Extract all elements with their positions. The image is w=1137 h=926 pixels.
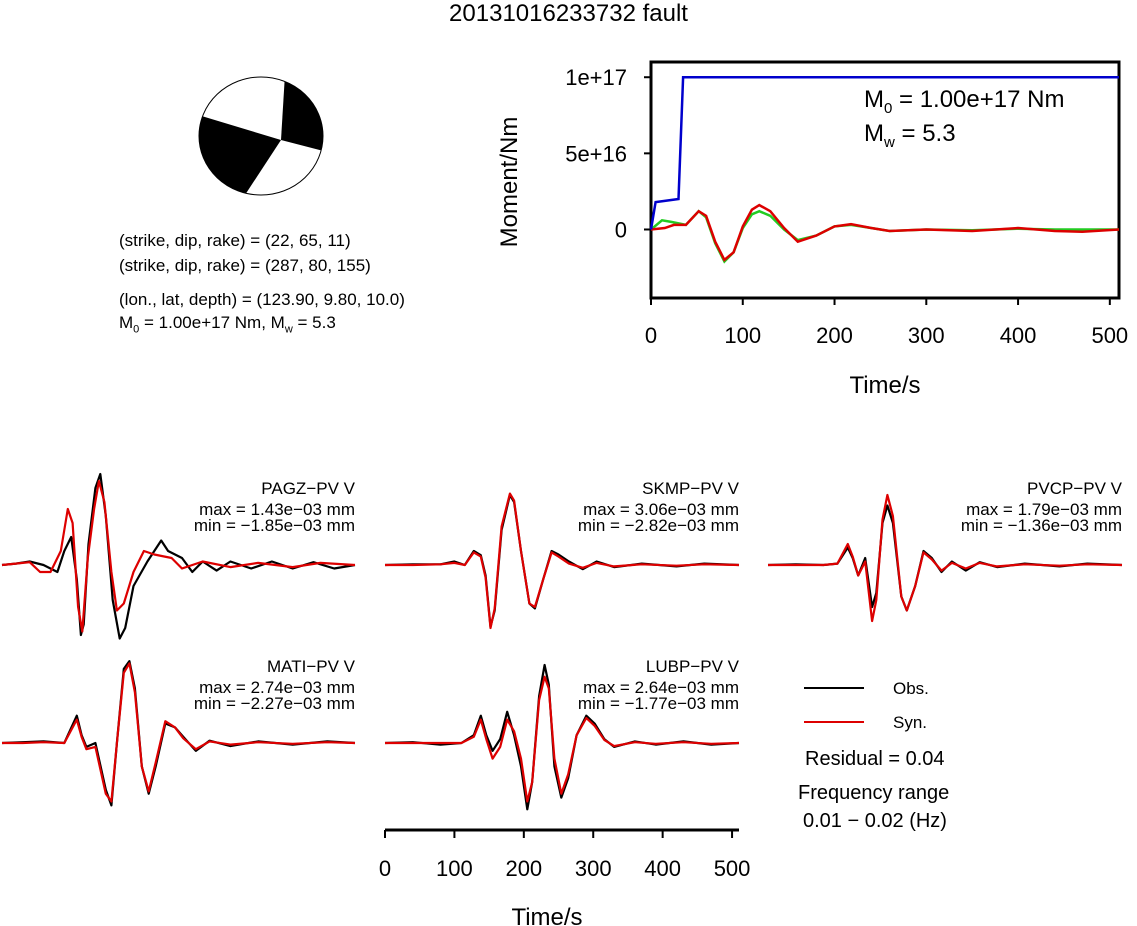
focal-mechanism-beachball	[198, 76, 324, 196]
moment-annotation: M0 = 1.00e+17 Nm	[864, 86, 1065, 117]
legend-lines	[804, 687, 864, 723]
station-waveform	[384, 492, 740, 630]
moment-y-tick-label: 0	[615, 217, 627, 242]
synthetic-trace	[385, 492, 740, 630]
synthetic-trace	[2, 662, 356, 803]
moment-series-cumulative	[649, 75, 1119, 230]
waveform-x-tick-label: 200	[505, 856, 542, 881]
synthetic-trace	[385, 675, 740, 803]
nodal-plane-2: (strike, dip, rake) = (287, 80, 155)	[119, 256, 371, 275]
frequency-label: Frequency range	[798, 782, 950, 804]
legend-obs-label: Obs.	[893, 679, 929, 698]
waveform-x-tick-label: 100	[436, 856, 473, 881]
station-min: min = −2.82e−03 mm	[578, 516, 739, 535]
moment-series-rate_a	[650, 203, 1120, 262]
station-name: PVCP−PV V	[1027, 479, 1123, 498]
station-max: max = 1.43e−03 mm	[199, 500, 355, 519]
frequency-value: 0.01 − 0.02 (Hz)	[803, 810, 947, 832]
station-max: max = 3.06e−03 mm	[583, 500, 739, 519]
moment-y-tick-label: 1e+17	[565, 65, 627, 90]
residual-text: Residual = 0.04	[805, 748, 945, 770]
station-name: LUBP−PV V	[646, 657, 740, 676]
moment-x-tick-label: 100	[724, 323, 761, 348]
location-depth: (lon., lat, depth) = (123.90, 9.80, 10.0…	[119, 290, 405, 309]
moment-function-chart: 0 100 200 300 400 500 0 5e+16 1e+17 Time/s Moment/…	[496, 60, 1128, 399]
station-min: min = −1.77e−03 mm	[578, 694, 739, 713]
moment-x-axis-label: Time/s	[849, 372, 920, 399]
station-waveform	[767, 493, 1123, 623]
waveform-x-tick-label: 400	[644, 856, 681, 881]
waveform-x-tick-label: 0	[379, 856, 391, 881]
station-name: SKMP−PV V	[642, 479, 740, 498]
moment-x-tick-label: 0	[645, 323, 657, 348]
waveform-x-tick-label: 300	[575, 856, 612, 881]
moment-x-tick-label: 400	[1000, 323, 1037, 348]
station-waveform	[1, 472, 356, 640]
moment-x-tick-label: 300	[908, 323, 945, 348]
station-max: max = 1.79e−03 mm	[966, 500, 1122, 519]
waveform-x-tick-label: 500	[714, 856, 751, 881]
moment-magnitude-line: M0 = 1.00e+17 Nm, Mw = 5.3	[119, 313, 336, 336]
moment-plot-frame	[649, 60, 1121, 300]
station-waveform	[384, 663, 740, 811]
legend-syn-label: Syn.	[893, 713, 928, 732]
station-max: max = 2.64e−03 mm	[583, 678, 739, 697]
nodal-plane-1: (strike, dip, rake) = (22, 65, 11)	[119, 231, 351, 250]
station-name: PAGZ−PV V	[261, 479, 355, 498]
moment-x-tick-label: 200	[816, 323, 853, 348]
station-min: min = −1.85e−03 mm	[194, 516, 355, 535]
observed-trace	[1, 472, 356, 640]
station-min: min = −2.27e−03 mm	[194, 694, 355, 713]
synthetic-trace	[768, 493, 1123, 623]
waveform-x-axis-label: Time/s	[511, 904, 582, 926]
moment-x-tick-label: 500	[1091, 323, 1128, 348]
station-max: max = 2.74e−03 mm	[199, 678, 355, 697]
moment-y-axis-label: Moment/Nm	[496, 117, 523, 248]
station-min: min = −1.36e−03 mm	[961, 516, 1122, 535]
synthetic-trace	[1, 479, 356, 633]
figure-title: 20131016233732 fault	[449, 0, 688, 27]
moment-y-tick-label: 5e+16	[565, 141, 627, 166]
magnitude-annotation: Mw = 5.3	[864, 120, 956, 151]
station-name: MATI−PV V	[267, 657, 356, 676]
station-waveform	[1, 660, 356, 807]
